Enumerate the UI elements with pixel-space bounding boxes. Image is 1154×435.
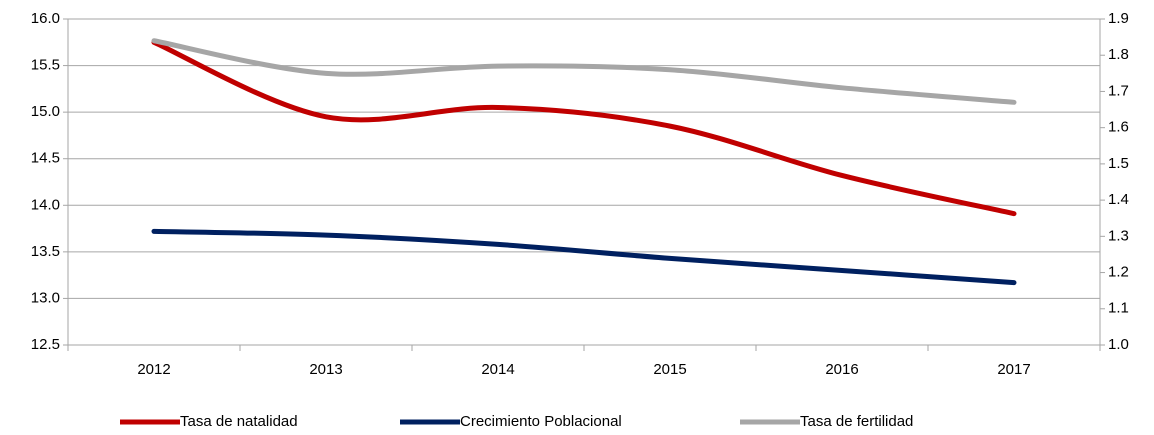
y2-tick-label: 1.4 — [1108, 191, 1129, 208]
series-line — [151, 38, 1017, 105]
y2-tick-label: 1.0 — [1108, 336, 1129, 353]
y2-tick-label: 1.8 — [1108, 46, 1129, 63]
y2-tick-label: 1.1 — [1108, 300, 1129, 317]
y2-tick-label: 1.6 — [1108, 119, 1129, 136]
y2-tick-label: 1.7 — [1108, 82, 1129, 99]
y-tick-label: 16.0 — [31, 10, 60, 27]
legend-label: Tasa de fertilidad — [800, 413, 913, 430]
y-tick-label: 13.5 — [31, 243, 60, 260]
x-tick-label: 2017 — [997, 361, 1030, 378]
x-tick-label: 2015 — [653, 361, 686, 378]
y-tick-label: 12.5 — [31, 336, 60, 353]
y2-tick-label: 1.5 — [1108, 155, 1129, 172]
y-tick-label: 14.0 — [31, 196, 60, 213]
series-line — [151, 228, 1017, 286]
x-tick-label: 2012 — [137, 361, 170, 378]
y-tick-label: 13.0 — [31, 289, 60, 306]
series-line — [151, 39, 1017, 217]
x-tick-label: 2016 — [825, 361, 858, 378]
y2-tick-label: 1.2 — [1108, 264, 1129, 281]
legend-label: Tasa de natalidad — [180, 413, 298, 430]
x-tick-label: 2013 — [309, 361, 342, 378]
y-tick-label: 15.0 — [31, 103, 60, 120]
y-tick-label: 15.5 — [31, 57, 60, 74]
x-tick-label: 2014 — [481, 361, 514, 378]
y2-tick-label: 1.3 — [1108, 227, 1129, 244]
y2-tick-label: 1.9 — [1108, 10, 1129, 27]
legend-label: Crecimiento Poblacional — [460, 413, 622, 430]
y-tick-label: 14.5 — [31, 150, 60, 167]
